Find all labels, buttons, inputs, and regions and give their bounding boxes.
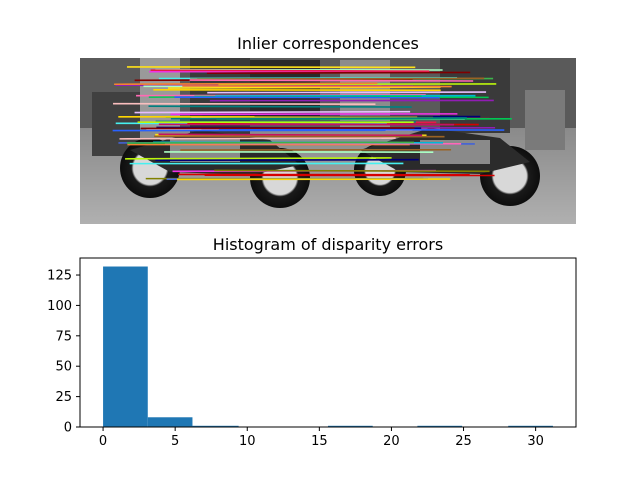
- match-line: [150, 69, 430, 72]
- match-line: [170, 117, 467, 120]
- histogram-bar: [192, 425, 239, 427]
- histogram-bar: [147, 417, 193, 427]
- correspondence-lines: [112, 66, 512, 181]
- match-line: [148, 105, 412, 108]
- histogram-bar: [328, 425, 373, 427]
- x-axis-ticks: 0 5 10 15 20 25 30: [99, 427, 544, 449]
- x-tick-label: 20: [383, 434, 400, 449]
- y-tick-label: 50: [55, 360, 72, 375]
- match-line: [206, 71, 471, 75]
- x-tick-label: 15: [311, 434, 328, 449]
- y-tick-label: 75: [55, 329, 72, 344]
- y-axis-ticks: 0 25 50 75 100 125: [47, 269, 80, 436]
- x-tick-label: 10: [239, 434, 256, 449]
- match-line: [125, 157, 392, 160]
- match-line: [158, 133, 423, 137]
- match-line: [190, 77, 485, 81]
- match-line: [189, 79, 474, 82]
- y-tick-label: 100: [47, 299, 72, 314]
- y-tick-label: 25: [55, 390, 72, 405]
- match-line: [114, 82, 378, 86]
- match-line: [134, 110, 411, 114]
- match-line: [140, 127, 415, 130]
- histogram-bars: [103, 266, 553, 427]
- histogram-plot: 0 5 10 15 20 25 30 0 25 50 75 100 125: [47, 257, 577, 449]
- match-line: [155, 158, 419, 162]
- image-panel-title: Inlier correspondences: [237, 34, 419, 53]
- x-tick-label: 30: [527, 434, 544, 449]
- histogram-bar: [103, 266, 148, 427]
- x-tick-label: 0: [99, 434, 107, 449]
- match-line: [119, 137, 396, 140]
- stereo-image-panel: [80, 58, 576, 224]
- histogram-bar: [508, 425, 553, 427]
- y-tick-label: 0: [64, 421, 72, 436]
- match-line: [207, 91, 487, 94]
- x-tick-label: 5: [171, 434, 179, 449]
- histogram-bar: [417, 425, 463, 427]
- x-tick-label: 25: [455, 434, 472, 449]
- y-tick-label: 125: [47, 269, 72, 284]
- match-line: [126, 141, 415, 144]
- plot-frame: [79, 257, 577, 428]
- match-line: [214, 169, 490, 173]
- histogram-title: Histogram of disparity errors: [212, 235, 444, 254]
- match-line: [218, 128, 505, 131]
